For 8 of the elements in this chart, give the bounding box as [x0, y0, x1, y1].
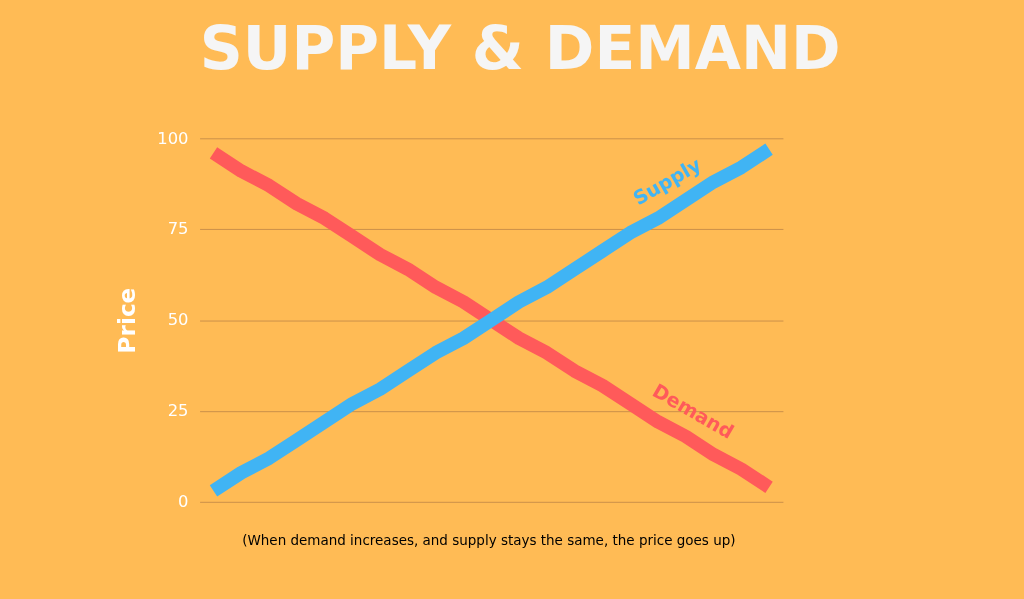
y-tick-label: 75 — [167, 219, 189, 239]
y-tick-label: 100 — [157, 128, 189, 148]
chart-title: SUPPLY & DEMAND — [199, 13, 841, 83]
text: (When demand increases, and supply stays the same, the price goes up) — [242, 532, 736, 549]
y-axis-title: Price — [114, 287, 141, 354]
y-tick-label: 25 — [167, 401, 189, 421]
y-tick-label: 50 — [167, 310, 189, 330]
y-tick-label: 0 — [178, 492, 189, 512]
